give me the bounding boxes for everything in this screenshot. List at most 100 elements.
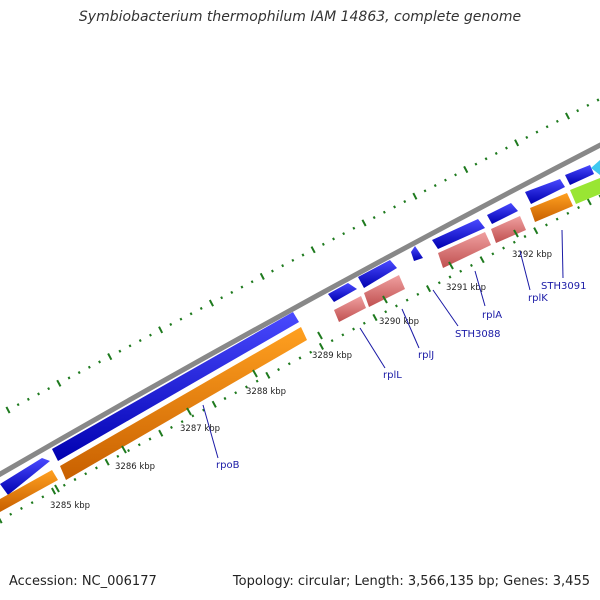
gene-rpla[interactable]: [432, 219, 485, 249]
gene-rpob-part1[interactable]: [0, 458, 50, 495]
scale-tick: [494, 151, 498, 155]
cds-rpob-part2[interactable]: [60, 327, 307, 480]
cds-sth3090[interactable]: [530, 193, 573, 222]
gene-label-sth3091[interactable]: STH3091: [541, 281, 586, 292]
scale-tick: [448, 275, 452, 279]
scale-tick: [20, 506, 23, 510]
scale-tick: [281, 264, 285, 268]
gene-rpob-part2[interactable]: [52, 312, 299, 461]
scale-tick: [298, 356, 302, 360]
scale-tick: [98, 360, 101, 364]
kbp-tick-mark: [382, 295, 388, 304]
scale-tick: [211, 400, 217, 408]
scale-tick: [26, 397, 30, 401]
scale-tick: [596, 98, 600, 102]
kbp-tick-mark: [121, 445, 127, 454]
scale-tick: [5, 406, 11, 414]
scale-tick: [223, 396, 227, 401]
gene-label-rpob[interactable]: rpoB: [216, 460, 240, 471]
scale-tick: [30, 501, 34, 505]
scale-tick: [545, 223, 548, 227]
scale-tick: [208, 299, 214, 307]
scale-tick: [77, 371, 81, 375]
scale-tick: [170, 425, 173, 429]
scale-tick: [545, 125, 549, 129]
scale-tick: [56, 379, 62, 387]
scale-tick: [437, 281, 441, 285]
scale-tick: [265, 371, 271, 379]
scale-tick: [87, 365, 91, 369]
rrna-rplk[interactable]: [491, 216, 526, 243]
gene-rpll[interactable]: [328, 283, 357, 302]
scale-tick: [405, 298, 409, 302]
leader-line: [202, 404, 219, 459]
cds-track: [0, 178, 600, 512]
gene-label-rpll[interactable]: rplL: [383, 370, 402, 381]
gene-sth3090[interactable]: [525, 179, 565, 204]
scale-tick: [220, 296, 224, 300]
scale-tick: [372, 313, 378, 322]
leader-line: [519, 250, 531, 291]
scale-tick: [158, 429, 164, 437]
cds-rpob-part1[interactable]: [0, 470, 58, 512]
scale-tick: [463, 165, 469, 174]
kbp-tick-label: 3285 kbp: [50, 501, 90, 511]
gene-rplj[interactable]: [358, 260, 397, 288]
scale-tick: [454, 173, 457, 177]
scale-tick: [330, 339, 334, 343]
gene-sth3088[interactable]: [411, 246, 423, 261]
rrna-rpll[interactable]: [334, 296, 366, 322]
scale-tick: [9, 512, 13, 516]
scale-tick: [586, 198, 592, 206]
scale-tick: [577, 206, 580, 210]
rrna-rplj[interactable]: [364, 275, 405, 307]
scale-tick: [255, 379, 259, 383]
scale-tick: [180, 420, 184, 424]
scale-tick: [395, 304, 398, 308]
kbp-tick-label: 3289 kbp: [312, 351, 352, 361]
inner-tick-ring: [0, 194, 600, 524]
scale-tick: [259, 272, 265, 280]
leader-line: [432, 289, 459, 327]
scale-tick: [555, 119, 559, 123]
gene-label-sth3088[interactable]: STH3088: [455, 329, 500, 340]
scale-tick: [234, 391, 238, 395]
scale-tick: [576, 109, 580, 113]
scale-tick: [230, 290, 234, 294]
kbp-tick-label: 3292 kbp: [512, 250, 552, 260]
scale-tick: [352, 226, 356, 230]
leader-line: [401, 308, 420, 349]
gene-sth3091[interactable]: [565, 165, 594, 185]
scale-tick: [137, 443, 141, 447]
scale-tick: [523, 234, 527, 239]
gene-rplk[interactable]: [487, 203, 518, 224]
scale-tick: [104, 458, 110, 466]
scale-tick: [382, 210, 386, 214]
kbp-scale: 3285 kbp 3286 kbp 3287 kbp 3288 kbp 3289…: [50, 229, 552, 511]
scale-tick: [191, 414, 195, 418]
scale-tick: [16, 403, 20, 407]
scale-tick: [423, 189, 427, 193]
scale-tick: [533, 227, 539, 235]
scale-tick: [505, 146, 508, 150]
kbp-tick-mark: [448, 261, 454, 270]
feature-sth3091[interactable]: [570, 178, 600, 204]
scale-tick: [362, 321, 366, 325]
scale-tick: [342, 232, 346, 236]
scale-tick: [62, 483, 66, 487]
gene-label-rplk[interactable]: rplK: [528, 293, 548, 304]
gene-label-rplj[interactable]: rplJ: [418, 350, 434, 361]
scale-tick: [555, 217, 559, 221]
scale-tick: [565, 112, 570, 120]
scale-tick: [287, 362, 291, 366]
scale-tick: [321, 242, 325, 246]
scale-tick: [309, 350, 313, 354]
leader-line: [474, 270, 486, 307]
scale-tick: [37, 392, 40, 396]
gene-misc-end[interactable]: [591, 160, 600, 175]
scale-tick: [149, 333, 152, 337]
scale-tick: [107, 353, 113, 361]
gene-label-rpla[interactable]: rplA: [482, 310, 502, 321]
rrna-rpla[interactable]: [438, 232, 491, 268]
